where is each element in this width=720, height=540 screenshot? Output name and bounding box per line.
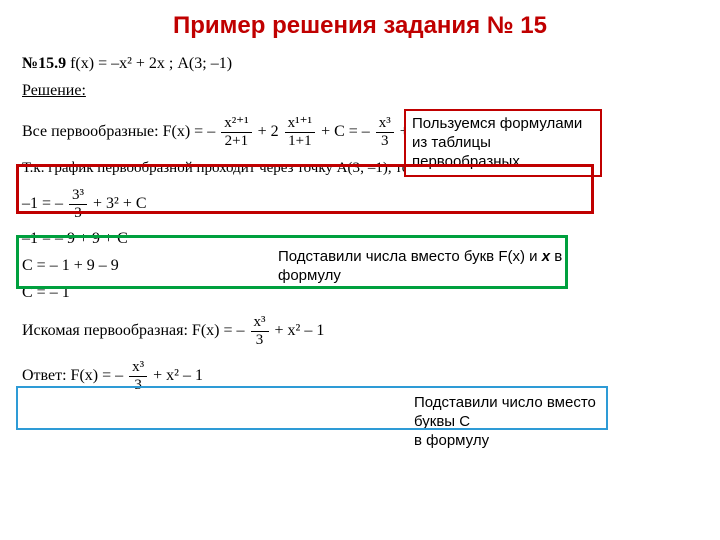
frac-num: 3³ <box>69 188 87 205</box>
callout-text: в формулу <box>414 432 489 449</box>
frac-num: x³ <box>376 116 394 133</box>
frac-num: x¹⁺¹ <box>285 116 315 133</box>
frac: x²⁺¹ 2+1 <box>221 116 251 149</box>
result-prefix: Искомая первообразная: F(x) = <box>22 323 237 340</box>
callout-text: в <box>550 248 562 265</box>
callout-substitute-c: Подставили число вместо буквы С в формул… <box>408 390 620 454</box>
callout-x: x <box>542 248 550 265</box>
frac-num: x²⁺¹ <box>221 116 251 133</box>
frac: 3³ 3 <box>69 188 87 221</box>
worked-example: Пользуемся формулами из таблицы первообр… <box>0 54 720 393</box>
page-title: Пример решения задания № 15 <box>0 0 720 50</box>
answer-line: Ответ: F(x) = – x³ 3 + x² – 1 <box>22 360 720 393</box>
frac: x³ 3 <box>251 315 269 348</box>
frac: x¹⁺¹ 1+1 <box>285 116 315 149</box>
antiderivative-line: Все первообразные: F(x) = – x²⁺¹ 2+1 + 2… <box>22 116 720 149</box>
callout-text: Подставили числа вместо букв F(x) и <box>278 248 542 265</box>
frac-num: x³ <box>129 360 147 377</box>
frac: x³ 3 <box>376 116 394 149</box>
result-tail: + x² – 1 <box>275 323 325 340</box>
substitution-line: –1 = – 3³ 3 + 3² + C <box>22 188 720 221</box>
frac: x³ 3 <box>129 360 147 393</box>
antideriv-prefix: Все первообразные: F(x) = <box>22 123 207 140</box>
frac-den: 3 <box>129 377 147 393</box>
answer-tail: + x² – 1 <box>153 368 203 385</box>
callout-text: формулу <box>278 267 341 284</box>
frac-den: 2+1 <box>221 133 251 149</box>
callout-text: Пользуемся формулами <box>412 115 582 132</box>
frac-den: 3 <box>251 332 269 348</box>
callout-substitute-xfx: Подставили числа вместо букв F(x) и x в … <box>272 244 574 290</box>
callout-text: буквы С <box>414 413 470 430</box>
callout-text: Подставили число вместо <box>414 394 596 411</box>
frac-den: 3 <box>69 205 87 221</box>
subst-tail: + 3² + C <box>93 195 147 212</box>
solution-label: Решение: <box>22 81 720 102</box>
problem-label: №15.9 <box>22 55 66 72</box>
answer-prefix: Ответ: F(x) = <box>22 368 115 385</box>
subst-lhs: –1 = <box>22 195 55 212</box>
frac-den: 3 <box>376 133 394 149</box>
callout-text: первообразных <box>412 153 520 170</box>
callout-text: из таблицы <box>412 134 491 151</box>
frac-num: x³ <box>251 315 269 332</box>
eq: + C = <box>321 123 362 140</box>
coef: + 2 <box>258 123 279 140</box>
problem-line: №15.9 f(x) = –x² + 2x ; А(3; –1) <box>22 54 720 75</box>
result-line: Искомая первообразная: F(x) = – x³ 3 + x… <box>22 315 720 348</box>
frac-den: 1+1 <box>285 133 315 149</box>
callout-formulas: Пользуемся формулами из таблицы первообр… <box>404 109 602 177</box>
graph-line: Т.к. график первообразной проходит через… <box>22 159 720 179</box>
problem-point: А(3; –1) <box>177 55 232 72</box>
problem-func: f(x) = –x² + 2x ; <box>70 55 173 72</box>
